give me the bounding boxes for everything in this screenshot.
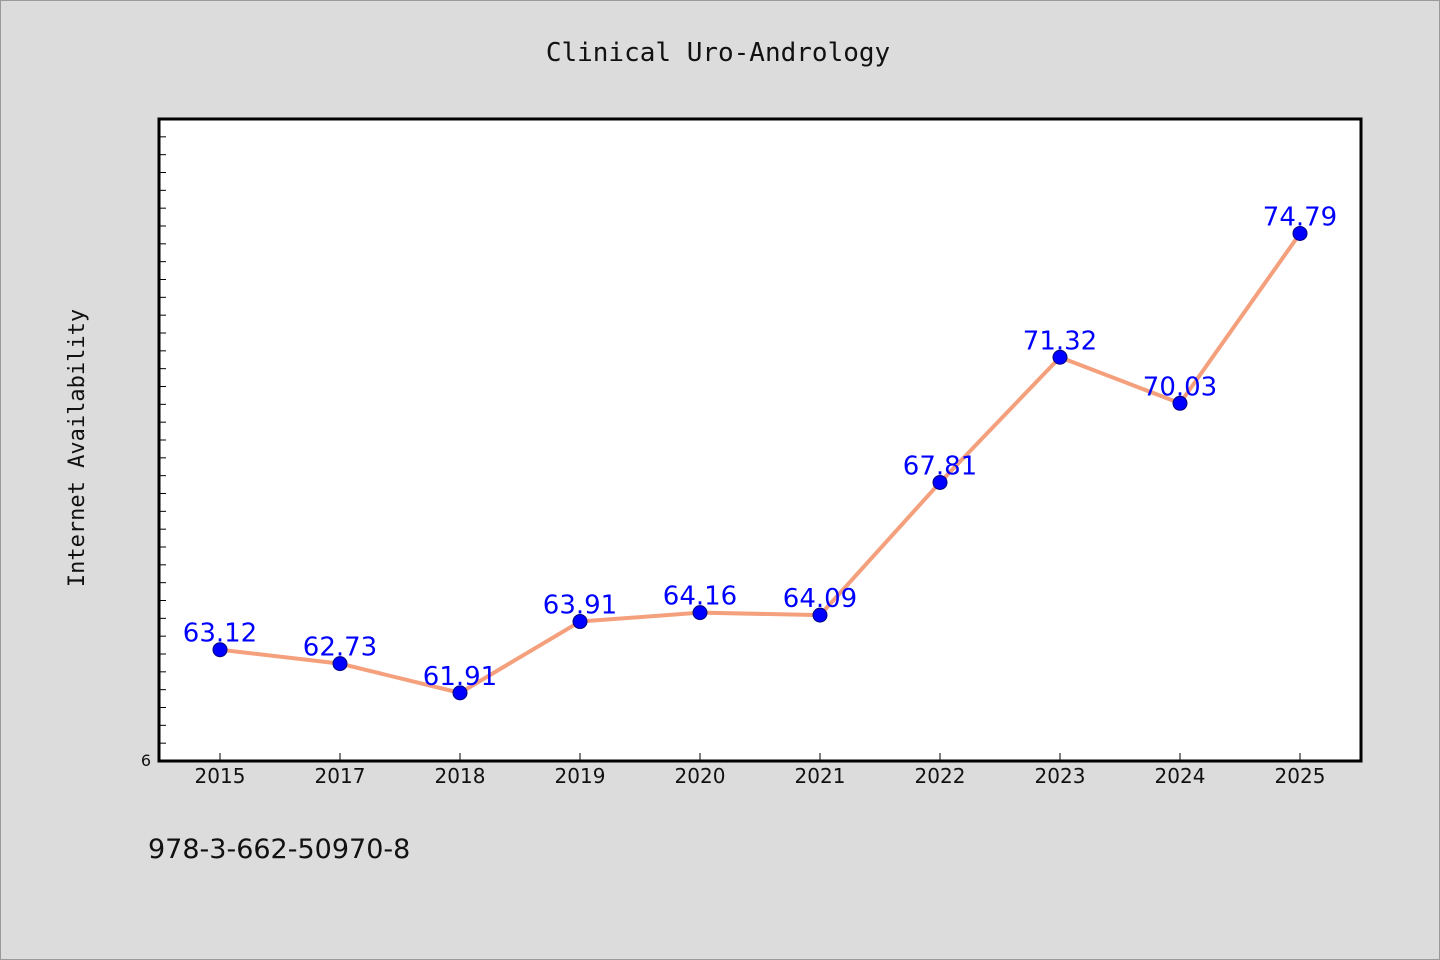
data-point [1052, 349, 1068, 365]
plot-area [157, 117, 1363, 763]
data-label: 64.16 [663, 582, 737, 612]
x-tick-label: 2023 [1035, 764, 1086, 788]
x-tick-label: 2015 [195, 764, 246, 788]
x-tick-label: 2020 [675, 764, 726, 788]
x-tick-label: 2024 [1155, 764, 1206, 788]
data-point [212, 642, 228, 658]
x-tick-label: 2021 [795, 764, 846, 788]
chart-title: Clinical Uro-Andrology [546, 38, 890, 68]
x-tick-label: 2022 [915, 764, 966, 788]
data-point [932, 474, 948, 490]
data-labels: 63.12 62.73 61.91 63.91 64.16 64.09 67.81 71.32… [183, 202, 1337, 691]
x-tick-label: 2017 [315, 764, 366, 788]
data-label: 61.91 [423, 662, 497, 692]
data-points [212, 225, 1308, 701]
x-tick-label: 2019 [555, 764, 606, 788]
series-line [218, 231, 1302, 695]
footer-isbn: 978-3-662-50970-8 [148, 834, 411, 865]
y-axis-min-label: 6 [141, 751, 151, 770]
data-label: 74.79 [1263, 202, 1337, 232]
y-axis-label: Internet Availability [65, 309, 90, 587]
data-point [572, 614, 588, 630]
data-point [812, 607, 828, 623]
data-label: 63.91 [543, 591, 617, 621]
data-label: 64.09 [783, 584, 857, 614]
series-line-group [218, 231, 1302, 695]
data-point [1292, 225, 1308, 241]
data-label: 70.03 [1143, 372, 1217, 402]
x-axis-ticks: 2015 2017 2018 2019 2020 2021 2022 2023 2024 2025 [195, 753, 1326, 788]
data-label: 62.73 [303, 633, 377, 663]
data-point [1172, 395, 1188, 411]
data-label: 71.32 [1023, 326, 1097, 356]
data-label: 67.81 [903, 451, 977, 481]
y-axis-ticks [159, 136, 166, 744]
data-point [452, 685, 468, 701]
data-label: 63.12 [183, 619, 257, 649]
data-point [692, 605, 708, 621]
x-tick-label: 2025 [1275, 764, 1326, 788]
x-tick-label: 2018 [435, 764, 486, 788]
data-point [332, 656, 348, 672]
